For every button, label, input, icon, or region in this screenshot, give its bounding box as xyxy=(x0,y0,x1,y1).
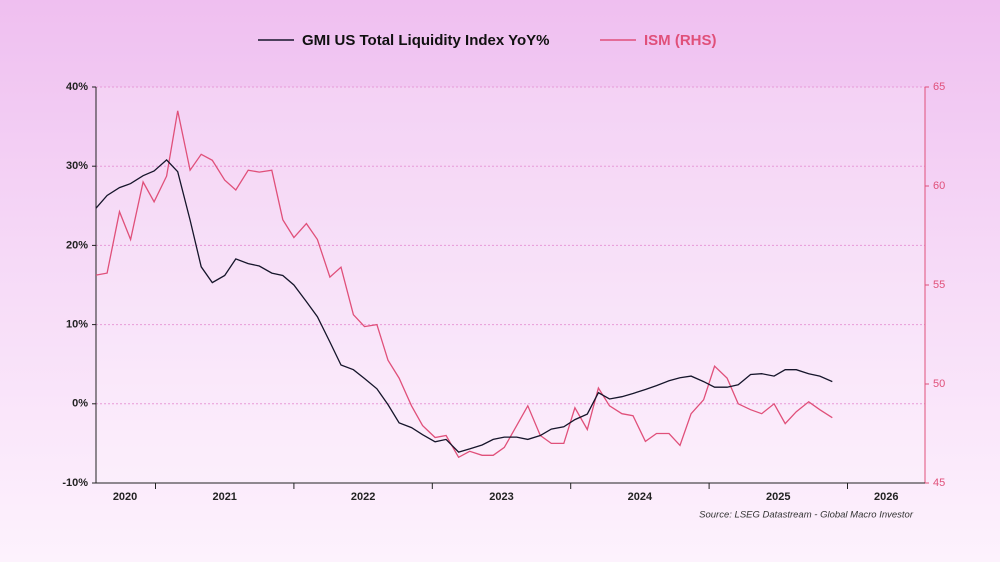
y2-tick-label: 60 xyxy=(933,180,945,192)
x-tick-label: 2023 xyxy=(489,491,513,503)
y-tick-label: 30% xyxy=(66,160,88,172)
plot-area xyxy=(96,87,925,483)
legend: GMI US Total Liquidity Index YoY% ISM (RH… xyxy=(258,32,717,49)
series-line xyxy=(95,158,833,453)
y-tick-label: 20% xyxy=(66,239,88,251)
y-tick-label: 10% xyxy=(66,319,88,331)
y2-tick-label: 65 xyxy=(933,81,945,93)
x-tick-label: 2022 xyxy=(351,491,375,503)
y-tick-label: 40% xyxy=(66,81,88,93)
y2-tick-label: 50 xyxy=(933,378,945,390)
legend-label: GMI US Total Liquidity Index YoY% xyxy=(302,32,550,49)
x-tick-label: 2025 xyxy=(766,491,790,503)
y2-tick-label: 55 xyxy=(933,279,945,291)
legend-label: ISM (RHS) xyxy=(644,32,717,49)
x-tick-label: 2021 xyxy=(212,491,236,503)
y-tick-label: 0% xyxy=(72,398,88,410)
x-tick-label: 2020 xyxy=(113,491,137,503)
source-note: Source: LSEG Datastream - Global Macro I… xyxy=(699,510,914,521)
y-tick-label: -10% xyxy=(62,477,88,489)
y2-tick-label: 45 xyxy=(933,477,945,489)
series-line xyxy=(95,110,833,459)
x-tick-label: 2026 xyxy=(874,491,898,503)
x-tick-label: 2024 xyxy=(628,491,653,503)
